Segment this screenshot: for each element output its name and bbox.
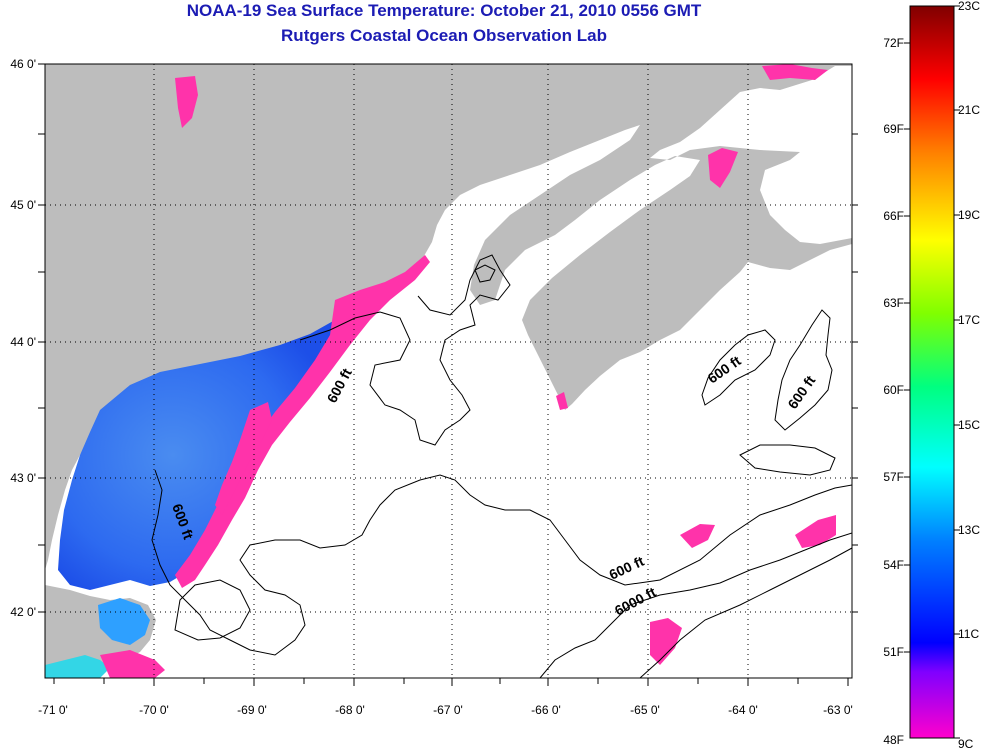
sst-patch-bank-1	[680, 524, 715, 548]
contour-600ft-inner	[299, 254, 511, 446]
lon-label: -70 0'	[139, 703, 169, 717]
lon-label: -63 0'	[823, 703, 853, 717]
lon-label: -68 0'	[335, 703, 365, 717]
sst-cape-cod-bay	[98, 598, 150, 645]
lon-label: -71 0'	[38, 703, 68, 717]
sst-south-of-cape	[45, 655, 110, 678]
contour-fundy	[474, 264, 496, 283]
contour-6000ft	[539, 532, 852, 678]
sst-patch-ne	[762, 64, 828, 80]
colorbar-ticks	[904, 5, 960, 739]
lon-label: -65 0'	[630, 703, 660, 717]
sst-patch-bank-2	[795, 515, 836, 548]
colorbar-c-label: 23C	[958, 0, 980, 13]
lon-label: -69 0'	[237, 703, 267, 717]
colorbar-c-label: 17C	[958, 313, 980, 327]
lon-label: -66 0'	[531, 703, 561, 717]
sst-swath-edge-2	[215, 402, 272, 515]
colorbar-f-label: 63F	[883, 296, 904, 310]
sst-swath-edge	[175, 255, 430, 588]
map-frame	[44, 63, 853, 679]
contour-ne-2	[774, 309, 833, 431]
contour-browns-bank	[739, 444, 836, 476]
colorbar-f-label: 60F	[883, 383, 904, 397]
sst-patch-nova	[556, 392, 568, 410]
lon-label: -64 0'	[728, 703, 758, 717]
contour-6000ft-2	[639, 547, 852, 678]
colorbar-f-label: 72F	[883, 36, 904, 50]
sst-patch-nw	[175, 76, 198, 128]
colorbar-c-label: 15C	[958, 418, 980, 432]
colorbar-c-label: 21C	[958, 103, 980, 117]
map-subtitle: Rutgers Coastal Ocean Observation Lab	[281, 26, 607, 45]
sst-south-edge	[100, 650, 165, 678]
land-new-england	[45, 64, 852, 570]
sst-swath-gulf-of-maine	[58, 320, 345, 590]
colorbar-f-label: 69F	[883, 122, 904, 136]
lat-label: 42 0'	[10, 605, 36, 619]
colorbar	[909, 5, 955, 739]
colorbar-c-label: 9C	[958, 737, 974, 751]
colorbar-f-label: 66F	[883, 209, 904, 223]
colorbar-f-label: 48F	[883, 733, 904, 747]
colorbar-c-label: 11C	[958, 627, 979, 641]
contour-georges-bank	[174, 579, 251, 641]
lat-label: 45 0'	[10, 198, 36, 212]
axis-ticks	[38, 63, 858, 686]
contour-ne-1	[701, 329, 776, 406]
colorbar-f-label: 57F	[883, 470, 904, 484]
colorbar-f-label: 51F	[883, 645, 904, 659]
sst-patch-bank-3	[650, 618, 682, 665]
lat-label: 44 0'	[10, 335, 36, 349]
colorbar-f-label: 54F	[883, 558, 904, 572]
map-title: NOAA-19 Sea Surface Temperature: October…	[186, 1, 702, 20]
lon-label: -67 0'	[433, 703, 463, 717]
colorbar-c-label: 13C	[958, 523, 980, 537]
colorbar-c-label: 19C	[958, 208, 980, 222]
sst-patch-fundy	[708, 148, 738, 188]
lat-label: 46 0'	[10, 57, 36, 71]
lat-label: 43 0'	[10, 471, 36, 485]
